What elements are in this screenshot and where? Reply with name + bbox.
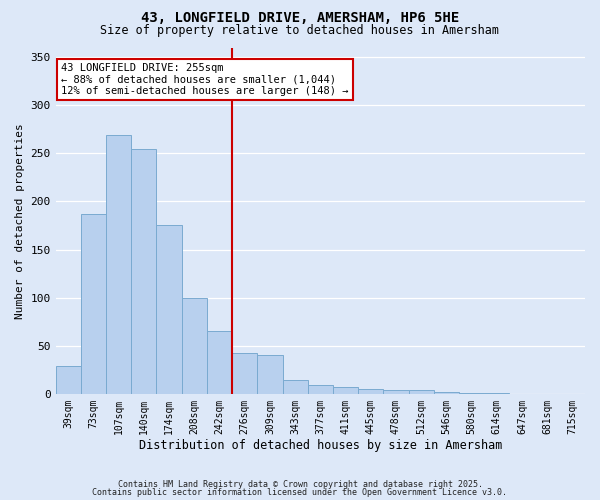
Text: Size of property relative to detached houses in Amersham: Size of property relative to detached ho… (101, 24, 499, 37)
Bar (157, 226, 182, 394)
Bar (409, 390, 434, 394)
Bar (131, 148, 157, 394)
X-axis label: Distribution of detached houses by size in Amersham: Distribution of detached houses by size … (139, 440, 502, 452)
Bar (207, 332, 232, 394)
Bar (106, 135, 131, 394)
Y-axis label: Number of detached properties: Number of detached properties (15, 123, 25, 318)
Bar (81, 214, 106, 394)
Bar (283, 380, 308, 394)
Bar (308, 385, 333, 394)
Bar (232, 354, 257, 394)
Bar (56, 366, 81, 394)
Text: Contains HM Land Registry data © Crown copyright and database right 2025.: Contains HM Land Registry data © Crown c… (118, 480, 482, 489)
Bar (182, 298, 207, 394)
Bar (383, 390, 409, 394)
Bar (333, 387, 358, 394)
Text: Contains public sector information licensed under the Open Government Licence v3: Contains public sector information licen… (92, 488, 508, 497)
Bar (459, 393, 484, 394)
Bar (484, 393, 509, 394)
Text: 43 LONGFIELD DRIVE: 255sqm
← 88% of detached houses are smaller (1,044)
12% of s: 43 LONGFIELD DRIVE: 255sqm ← 88% of deta… (61, 63, 349, 96)
Bar (358, 389, 383, 394)
Bar (257, 356, 283, 394)
Bar (434, 392, 459, 394)
Text: 43, LONGFIELD DRIVE, AMERSHAM, HP6 5HE: 43, LONGFIELD DRIVE, AMERSHAM, HP6 5HE (141, 11, 459, 25)
